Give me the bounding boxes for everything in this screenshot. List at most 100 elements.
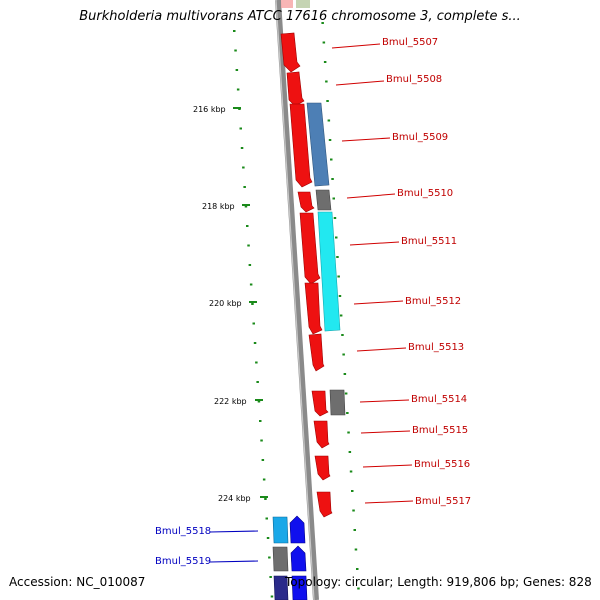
gene-bmul-5512[interactable] <box>304 282 323 335</box>
gene-bottom-blue[interactable] <box>291 575 308 600</box>
guide-dot <box>259 420 262 422</box>
guide-dot <box>325 80 328 83</box>
label-bmul-5514[interactable]: Bmul_5514 <box>411 394 467 405</box>
gene-bmul-5509[interactable] <box>289 103 313 188</box>
guide-dot <box>262 478 266 481</box>
label-bmul-5516[interactable]: Bmul_5516 <box>414 459 470 470</box>
guide-dot <box>356 568 359 570</box>
label-bmul-5518[interactable]: Bmul_5518 <box>155 526 211 537</box>
tick-label-220: 220 kbp <box>209 299 242 308</box>
guide-dot <box>321 22 324 24</box>
guide-dot <box>347 431 350 434</box>
gene-bottom-navy[interactable] <box>273 575 289 600</box>
gene-gray-5514[interactable] <box>329 389 346 416</box>
dotted-guide-lines <box>233 22 360 598</box>
gene-bmul-5508[interactable] <box>286 71 305 107</box>
gene-bmul-5515[interactable] <box>313 420 330 449</box>
guide-dot <box>251 303 254 305</box>
label-bmul-5515[interactable]: Bmul_5515 <box>412 425 468 436</box>
gene-bmul-5514[interactable] <box>311 390 329 417</box>
guide-dot <box>336 256 339 258</box>
guide-dot <box>256 381 259 383</box>
guide-dot <box>344 392 348 395</box>
gene-gray-5510[interactable] <box>315 189 332 211</box>
guide-dot <box>332 197 335 200</box>
ruler-ticks: 216 kbp 218 kbp 220 kbp 222 kbp 224 kbp <box>193 105 268 503</box>
gene-steelblue-companion[interactable] <box>306 102 330 187</box>
label-bmul-5519[interactable]: Bmul_5519 <box>155 556 211 567</box>
guide-dot <box>233 30 236 32</box>
gene-cyan-5511[interactable] <box>317 211 341 332</box>
guide-dot <box>255 361 258 364</box>
label-leader-lines <box>209 43 414 563</box>
guide-dot <box>323 61 327 63</box>
label-bmul-5511[interactable]: Bmul_5511 <box>401 236 457 247</box>
guide-dot <box>246 225 249 227</box>
label-bmul-5513[interactable]: Bmul_5513 <box>408 342 464 353</box>
guide-dot <box>337 275 340 278</box>
gene-features[interactable] <box>272 32 346 600</box>
gene-bmul-5513[interactable] <box>308 333 325 372</box>
guide-dot <box>257 400 261 403</box>
guide-dot <box>249 283 253 286</box>
label-bmul-5517[interactable]: Bmul_5517 <box>415 496 471 507</box>
guide-dot <box>268 556 271 559</box>
guide-dot <box>330 158 333 161</box>
label-bmul-5508[interactable]: Bmul_5508 <box>386 74 442 85</box>
guide-dot <box>264 498 267 500</box>
guide-dot <box>352 509 355 512</box>
gene-bmul-5519[interactable] <box>272 546 289 572</box>
guide-dot <box>335 236 338 239</box>
gene-labels[interactable]: Bmul_5507 Bmul_5508 Bmul_5509 Bmul_5510 … <box>155 37 471 567</box>
sequence-title: Burkholderia multivorans ATCC 17616 chro… <box>79 9 521 24</box>
guide-dot <box>236 88 240 91</box>
faded-gene-top <box>281 0 310 8</box>
tick-label-218: 218 kbp <box>202 202 235 211</box>
label-bmul-5510[interactable]: Bmul_5510 <box>397 188 453 199</box>
accession-label: Accession: NC_010087 <box>9 575 146 589</box>
tick-label-224: 224 kbp <box>218 494 251 503</box>
gene-bmul-5516[interactable] <box>314 455 331 481</box>
guide-dot <box>343 373 347 375</box>
gene-bmul-5518[interactable] <box>272 516 289 544</box>
guide-dot <box>354 548 358 551</box>
gene-blue-5519[interactable] <box>290 545 307 572</box>
label-bmul-5507[interactable]: Bmul_5507 <box>382 37 438 48</box>
guide-dot <box>270 595 274 598</box>
guide-dot <box>351 490 354 492</box>
guide-dot <box>269 576 272 578</box>
guide-dot <box>247 244 250 247</box>
gene-bmul-5517[interactable] <box>316 491 333 518</box>
gene-blue-5518[interactable] <box>289 515 306 544</box>
gene-bmul-5510[interactable] <box>297 191 315 213</box>
guide-dot <box>348 451 352 453</box>
chromosome-backbone <box>275 0 319 600</box>
gene-bmul-5507[interactable] <box>280 32 301 73</box>
guide-dot <box>242 166 245 169</box>
guide-dot <box>234 49 237 52</box>
guide-dot <box>357 587 360 590</box>
gene-bmul-5511[interactable] <box>299 212 321 285</box>
topology-summary: Topology: circular; Length: 919,806 bp; … <box>285 575 592 589</box>
guide-dot <box>353 529 356 531</box>
guide-dot <box>266 537 270 539</box>
tick-label-222: 222 kbp <box>214 397 247 406</box>
guide-dot <box>248 264 252 266</box>
guide-dot <box>243 186 246 188</box>
guide-dot <box>239 127 242 130</box>
guide-dot <box>331 178 334 180</box>
guide-dot <box>338 295 342 297</box>
guide-dot <box>342 353 345 356</box>
guide-dot <box>240 147 244 149</box>
guide-dot <box>244 205 248 208</box>
guide-dot <box>327 119 331 122</box>
guide-dot <box>341 334 344 336</box>
guide-dot <box>261 459 265 461</box>
guide-dot <box>328 139 332 141</box>
label-bmul-5512[interactable]: Bmul_5512 <box>405 296 461 307</box>
guide-dot <box>349 470 353 473</box>
label-bmul-5509[interactable]: Bmul_5509 <box>392 132 448 143</box>
guide-dot <box>322 41 326 44</box>
